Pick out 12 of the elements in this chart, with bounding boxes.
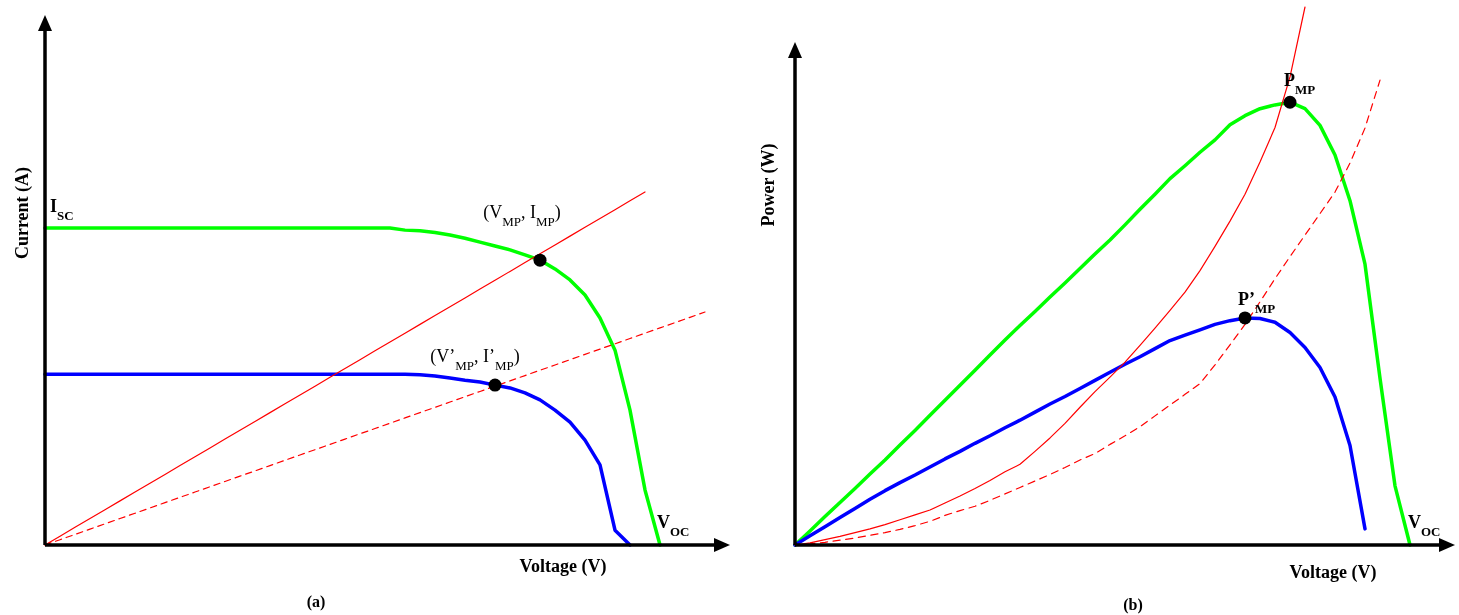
y-axis-title: Current (A) xyxy=(12,166,33,260)
annotation: V$_{OC}$ xyxy=(1408,512,1441,539)
annotation: V$_{OC}$ xyxy=(657,512,690,539)
y-axis-title: Power (W) xyxy=(758,143,779,227)
annotation: I$_{SC}$ xyxy=(50,196,74,223)
x-axis-title: Voltage (V) xyxy=(1289,562,1377,583)
text: (a) xyxy=(306,593,326,611)
annotation: P’$_{MP}$ xyxy=(1238,289,1276,316)
annotation: (V’$_{MP}$, I’$_{MP}$) xyxy=(430,346,520,373)
x-axis-title: Voltage (V) xyxy=(519,556,607,577)
text: (b) xyxy=(1123,596,1143,614)
annotation: (V$_{MP}$, I$_{MP}$) xyxy=(483,202,561,229)
